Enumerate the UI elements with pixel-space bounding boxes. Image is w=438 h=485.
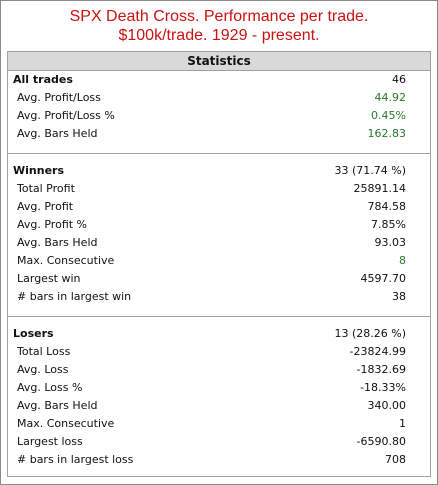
stat-row: Avg. Profit/Loss % 0.45% bbox=[8, 107, 430, 125]
statistics-panel: Statistics All trades 46 Avg. Profit/Loss 4… bbox=[7, 51, 431, 477]
stat-row: Avg. Profit % 7.85% bbox=[8, 216, 430, 234]
stat-value: 93.03 bbox=[374, 236, 407, 249]
stat-value: 25891.14 bbox=[353, 182, 407, 195]
stat-value: 4597.70 bbox=[360, 272, 407, 285]
stat-label: Max. Consecutive bbox=[17, 254, 115, 267]
stat-row: Avg. Profit/Loss 44.92 bbox=[8, 89, 430, 107]
stat-label: Avg. Profit % bbox=[17, 218, 88, 231]
stat-value: 8 bbox=[399, 254, 406, 267]
stat-label: Avg. Loss bbox=[17, 363, 69, 376]
stat-row: Total Profit 25891.14 bbox=[8, 180, 430, 198]
stat-row: # bars in largest win 38 bbox=[8, 288, 430, 306]
stat-label: Total Profit bbox=[17, 182, 75, 195]
stat-row: Largest win 4597.70 bbox=[8, 270, 430, 288]
section-value: 46 bbox=[392, 73, 406, 86]
stat-value: 340.00 bbox=[367, 399, 407, 412]
stat-label: Largest loss bbox=[17, 435, 83, 448]
panel-header: Statistics bbox=[7, 51, 431, 71]
stat-row: Max. Consecutive 1 bbox=[8, 415, 430, 433]
stat-row: Avg. Loss -1832.69 bbox=[8, 361, 430, 379]
stat-value: -6590.80 bbox=[356, 435, 406, 448]
stat-label: # bars in largest win bbox=[17, 290, 132, 303]
stat-label: Max. Consecutive bbox=[17, 417, 115, 430]
stat-row: Avg. Loss % -18.33% bbox=[8, 379, 430, 397]
stat-value: 708 bbox=[385, 453, 406, 466]
stat-row: Largest loss -6590.80 bbox=[8, 433, 430, 451]
stat-label: Avg. Bars Held bbox=[17, 399, 98, 412]
stat-label: Total Loss bbox=[17, 345, 71, 358]
stat-row: Avg. Profit 784.58 bbox=[8, 198, 430, 216]
stat-value: 7.85% bbox=[371, 218, 406, 231]
stat-value: 162.83 bbox=[367, 127, 407, 140]
stat-value: 784.58 bbox=[367, 200, 407, 213]
title-line: SPX Death Cross. Performance per trade. bbox=[69, 8, 369, 25]
section-header: Losers 13 (28.26 %) bbox=[8, 325, 430, 343]
stat-label: Avg. Profit/Loss % bbox=[17, 109, 115, 122]
stat-label: Avg. Bars Held bbox=[17, 127, 98, 140]
stat-value: 1 bbox=[399, 417, 406, 430]
stat-label: Avg. Bars Held bbox=[17, 236, 98, 249]
section: Losers 13 (28.26 %) Total Loss -23824.99 Avg… bbox=[8, 317, 430, 479]
stat-value: 0.45% bbox=[371, 109, 406, 122]
sections: All trades 46 Avg. Profit/Loss 44.92 Avg. Pr… bbox=[8, 71, 430, 479]
stat-row: Avg. Bars Held 93.03 bbox=[8, 234, 430, 252]
section-value: 13 (28.26 %) bbox=[334, 327, 406, 340]
stat-label: Avg. Profit/Loss bbox=[17, 91, 101, 104]
stat-value: -18.33% bbox=[360, 381, 406, 394]
section-header: All trades 46 bbox=[8, 71, 430, 89]
section-label: Losers bbox=[13, 327, 54, 340]
stat-label: Largest win bbox=[17, 272, 81, 285]
stat-label: Avg. Profit bbox=[17, 200, 74, 213]
section: Winners 33 (71.74 %) Total Profit 25891.14 A… bbox=[8, 154, 430, 317]
stat-row: # bars in largest loss 708 bbox=[8, 451, 430, 469]
stat-row: Avg. Bars Held 162.83 bbox=[8, 125, 430, 143]
stat-value: 44.92 bbox=[374, 91, 407, 104]
title: SPX Death Cross. Performance per trade. … bbox=[1, 7, 437, 45]
section-value: 33 (71.74 %) bbox=[334, 164, 406, 177]
stat-value: -23824.99 bbox=[349, 345, 406, 358]
section: All trades 46 Avg. Profit/Loss 44.92 Avg. Pr… bbox=[8, 71, 430, 154]
stat-row: Avg. Bars Held 340.00 bbox=[8, 397, 430, 415]
stat-value: -1832.69 bbox=[356, 363, 406, 376]
stat-row: Max. Consecutive 8 bbox=[8, 252, 430, 270]
section-header: Winners 33 (71.74 %) bbox=[8, 162, 430, 180]
stat-label: Avg. Loss % bbox=[17, 381, 83, 394]
stat-value: 38 bbox=[392, 290, 406, 303]
section-label: Winners bbox=[13, 164, 64, 177]
stat-row: Total Loss -23824.99 bbox=[8, 343, 430, 361]
section-label: All trades bbox=[13, 73, 73, 86]
title-line: $100k/trade. 1929 - present. bbox=[118, 27, 320, 44]
stat-label: # bars in largest loss bbox=[17, 453, 134, 466]
